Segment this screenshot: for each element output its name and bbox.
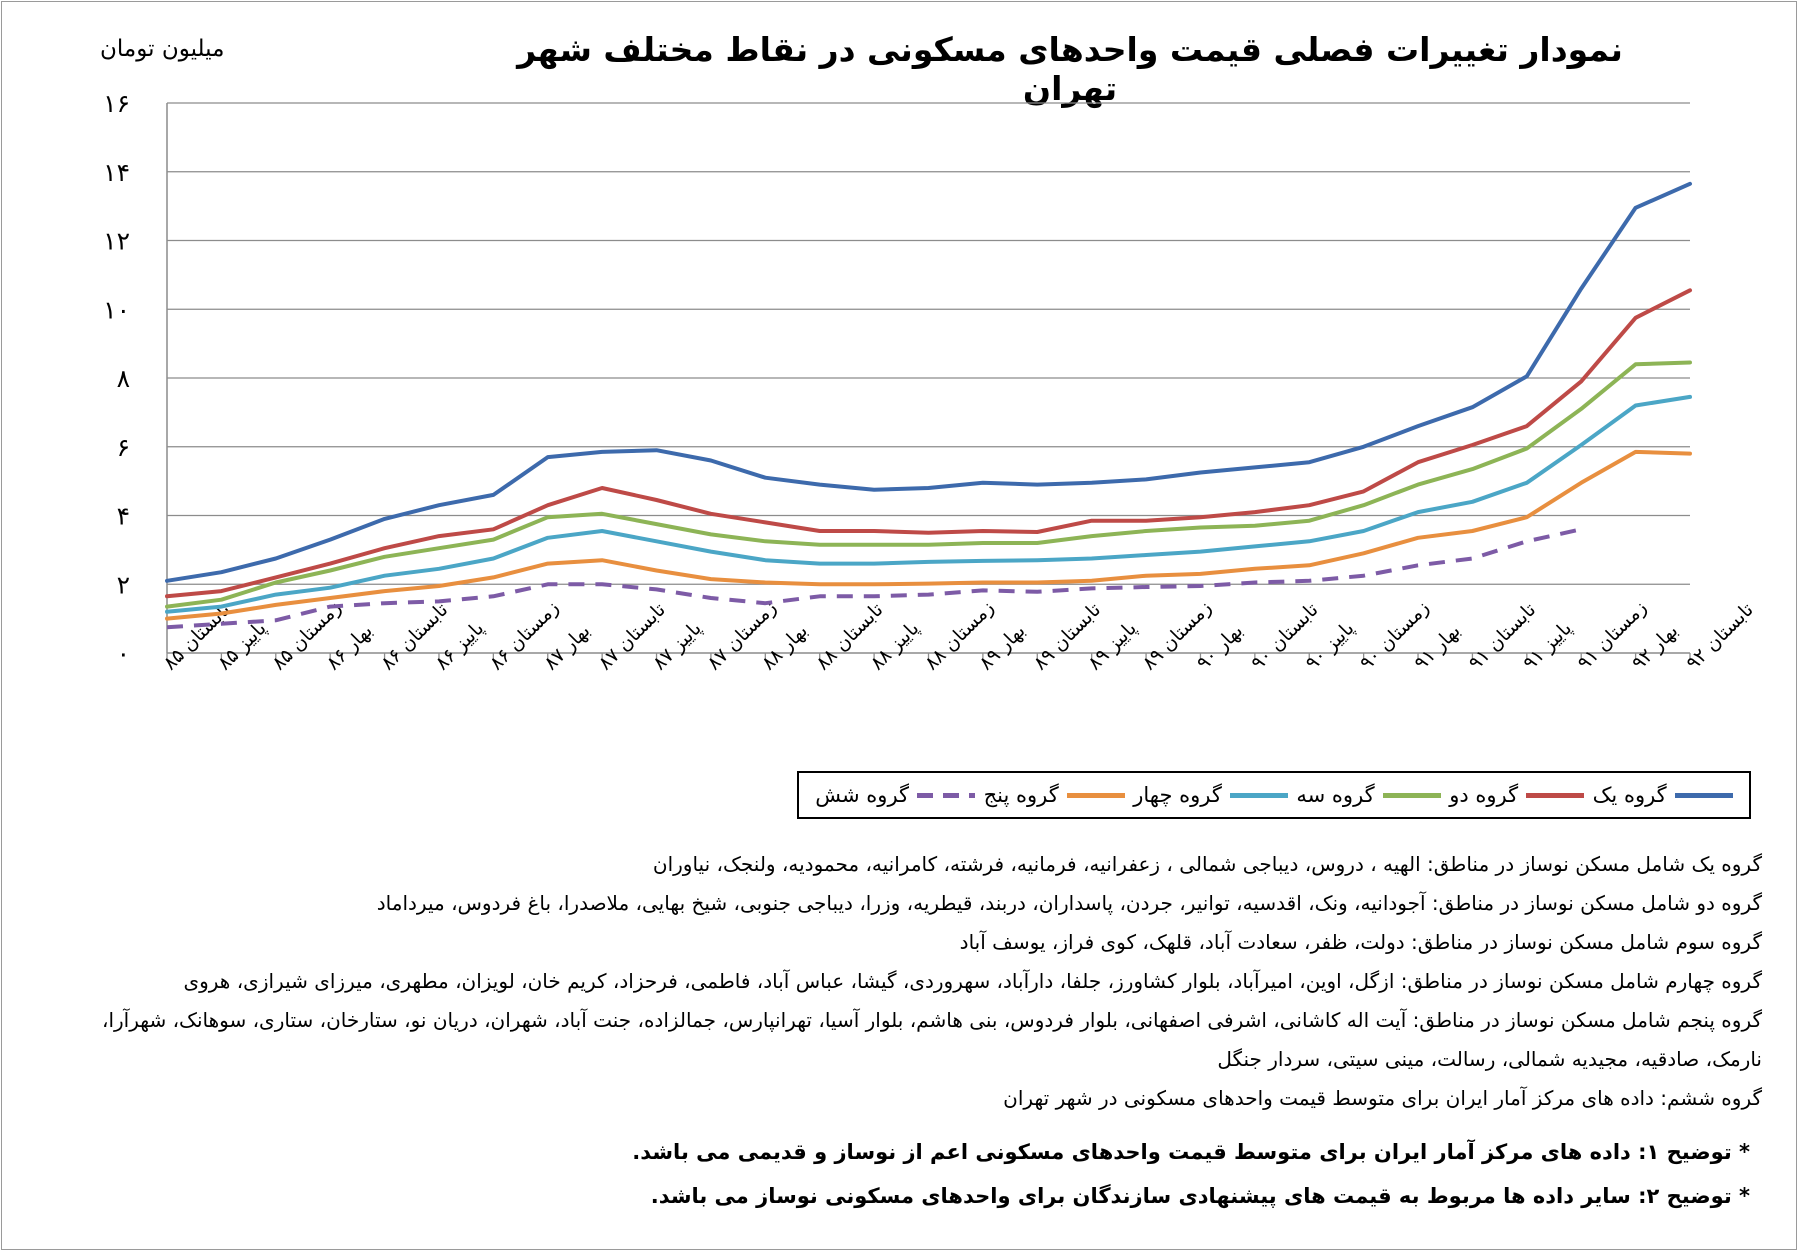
legend-swatch — [1229, 792, 1288, 798]
y-tick-label: ۱۶ — [103, 89, 130, 118]
legend-item: گروه یک — [1593, 783, 1733, 807]
series-line — [165, 449, 1692, 621]
y-tick-label: ۰ — [117, 639, 130, 668]
x-tick-label: بهار ۸۸ — [757, 620, 812, 675]
x-tick-label: تابستان ۹۲ — [1682, 599, 1758, 675]
x-tick-label: بهار ۹۲ — [1628, 620, 1683, 675]
legend-label: گروه پنج — [983, 783, 1059, 807]
series-line — [165, 288, 1692, 599]
y-axis-unit-label: میلیون تومان — [100, 36, 225, 62]
legend-item: گروه شش — [815, 783, 976, 807]
legend-swatch — [1674, 792, 1733, 798]
legend-swatch — [1066, 792, 1125, 798]
group-note: گروه دو شامل مسکن نوساز در مناطق: آجودان… — [376, 891, 1762, 915]
legend-swatch — [1382, 792, 1441, 798]
y-tick-label: ۱۴ — [103, 158, 130, 187]
group-note: گروه سوم شامل مسکن نوساز در مناطق: دولت،… — [959, 930, 1762, 954]
chart-legend: گروه یک گروه دو گروه سه گروه چهار گروه پنج گر… — [797, 771, 1751, 819]
remark-note: * توضیح ۱: داده های مرکز آمار ایران برای… — [632, 1140, 1750, 1164]
legend-label: گروه سه — [1296, 783, 1375, 807]
remarks: * توضیح ۱: داده های مرکز آمار ایران برای… — [50, 1130, 1750, 1218]
y-tick-label: ۶ — [117, 433, 130, 462]
legend-swatch — [1526, 792, 1585, 798]
legend-label: گروه چهار — [1133, 783, 1222, 807]
x-tick-label: بهار ۹۱ — [1410, 620, 1465, 675]
group-note: گروه یک شامل مسکن نوساز در مناطق: الهیه … — [652, 852, 1762, 876]
group-note: گروه ششم: داده های مرکز آمار ایران برای … — [1003, 1086, 1762, 1110]
group-definitions: گروه یک شامل مسکن نوساز در مناطق: الهیه … — [50, 845, 1762, 1118]
y-tick-label: ۸ — [117, 364, 130, 393]
y-tick-label: ۱۲ — [103, 227, 130, 256]
legend-label: گروه یک — [1592, 783, 1667, 807]
legend-label: گروه دو — [1449, 783, 1519, 807]
x-tick-label: بهار ۸۷ — [540, 620, 595, 675]
x-tick-label: بهار ۸۹ — [975, 620, 1030, 675]
group-note: گروه پنجم شامل مسکن نوساز در مناطق: آیت … — [102, 1008, 1762, 1071]
x-tick-label: بهار ۹۰ — [1192, 620, 1247, 675]
series-line — [166, 527, 1582, 630]
legend-item: گروه دو — [1449, 783, 1585, 807]
series-line — [165, 181, 1692, 583]
legend-label: گروه شش — [815, 783, 910, 807]
x-tick-label: بهار ۸۶ — [322, 620, 377, 675]
y-tick-label: ۴ — [117, 502, 130, 531]
y-tick-label: ۱۰ — [103, 295, 130, 324]
series-line — [165, 394, 1692, 614]
series-line — [165, 360, 1692, 609]
y-tick-label: ۲ — [117, 570, 130, 599]
legend-swatch — [917, 792, 976, 798]
remark-note: * توضیح ۲: سایر داده ها مربوط به قیمت ها… — [650, 1184, 1750, 1208]
chart-title: نمودار تغییرات فصلی قیمت واحدهای مسکونی … — [517, 30, 1623, 108]
legend-item: گروه سه — [1296, 783, 1441, 807]
group-note: گروه چهارم شامل مسکن نوساز در مناطق: ازگ… — [183, 969, 1762, 993]
legend-item: گروه پنج — [984, 783, 1125, 807]
legend-item: گروه چهار — [1133, 783, 1288, 807]
